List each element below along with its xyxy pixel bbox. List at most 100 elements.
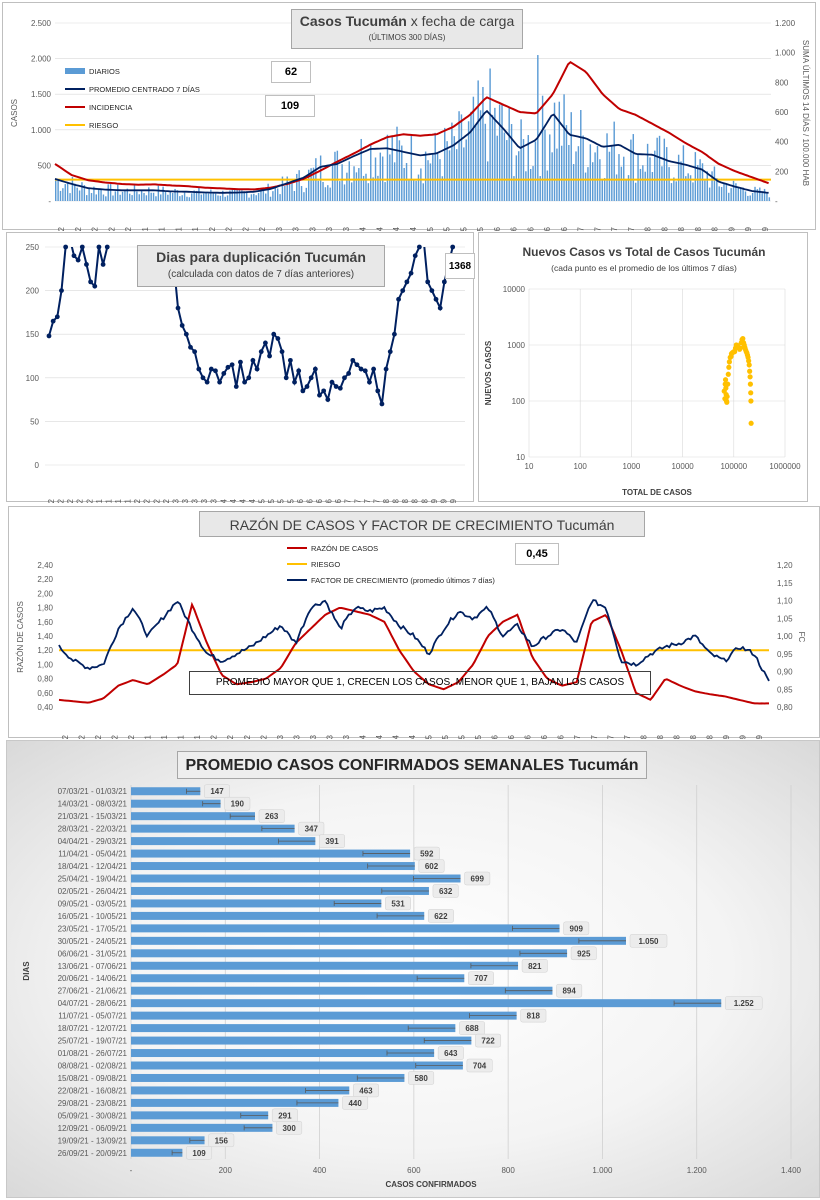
semanal-category-label: 27/06/21 - 21/06/21 [58,987,128,996]
semanal-category-label: 16/05/21 - 10/05/21 [58,912,128,921]
casos-bar-diarios [620,166,623,201]
semanal-title-box: PROMEDIO CASOS CONFIRMADOS SEMANALES Tuc… [177,751,647,779]
razon-y-left-tick: 2,00 [37,589,53,598]
semanal-value-label-box [224,796,251,811]
semanal-bar [131,1011,517,1020]
casos-bar-diarios [541,95,544,201]
duplicacion-y-tick: 250 [26,243,40,252]
casos-bar-diarios [735,183,737,201]
casos-bar-diarios [408,179,410,201]
semanal-category-label: 09/05/21 - 03/05/21 [58,899,128,908]
casos-bar-diarios [257,192,260,201]
casos-bar-diarios [498,104,501,201]
casos-bar-diarios [296,173,298,201]
casos-bar-diarios [415,180,417,201]
razon-x-tick: 13/4 [375,734,384,739]
casos-bar-diarios [685,176,687,201]
casos-bar-diarios [634,182,637,201]
semanal-value-label: 704 [473,1062,487,1071]
razon-x-tick: 30/3 [342,734,351,739]
casos-bar-diarios [739,188,742,201]
casos-bar-diarios [611,145,613,201]
casos-bar-diarios [265,193,267,201]
semanal-category-label: 11/04/21 - 05/04/21 [58,850,127,859]
casos-bar-diarios [193,190,195,201]
casos-bar-diarios [592,162,594,201]
semanal-category-label: 25/04/21 - 19/04/21 [58,875,128,884]
nuevos-y-tick: 100 [512,397,526,406]
casos-x-tick: 15/6 [526,226,535,231]
casos-bar-diarios [673,177,675,201]
casos-bar-diarios [248,197,250,201]
casos-bar-diarios [410,134,413,201]
duplicacion-x-tick: 19/1 [114,498,123,503]
semanal-bar [131,999,722,1008]
casos-bar-diarios [145,195,148,201]
casos-chart-panel: - 500 1.000 1.500 2.000 2.500 - 200 400 600 800 1.0… [2,2,816,231]
duplicacion-point [196,366,202,372]
duplicacion-point [346,371,352,376]
razon-x-tick: 20/7 [606,734,615,739]
casos-bar-diarios [529,168,532,201]
casos-bar-diarios [269,196,272,201]
duplicacion-point [104,244,110,250]
casos-bar-diarios [630,139,632,201]
nuevos-x-tick: 1000 [623,462,641,471]
casos-x-tick: 13/7 [593,226,602,231]
nuevos-point [723,385,729,391]
duplicacion-point [229,362,235,368]
casos-bar-diarios [413,179,415,201]
casos-x-tick: 25/5 [476,226,485,231]
duplicacion-y-tick: 200 [26,287,40,296]
semanal-bar [131,824,295,833]
casos-bar-diarios [706,171,708,201]
semanal-bar [131,911,425,920]
duplicacion-point [204,379,210,385]
razon-legend-label: RIESGO [311,560,340,569]
casos-bar-diarios [759,187,761,201]
casos-bar-diarios [191,193,193,201]
casos-bar-diarios [169,190,171,201]
casos-bar-diarios [496,135,498,201]
duplicacion-point [59,288,64,293]
casos-bar-diarios [348,161,350,201]
casos-bar-diarios [339,181,341,201]
casos-bar-diarios [78,190,81,201]
razon-x-tick: 2/2 [210,734,219,739]
razon-x-tick: 2/3 [276,734,285,739]
casos-y-left-tick: - [48,197,51,206]
casos-bar-diarios [57,179,59,201]
nuevos-casos-chart: 10 100 1000 10000 100000 1000000 10 100 1000 1000… [484,285,801,497]
semanal-category-label: 26/09/21 - 20/09/21 [58,1149,128,1158]
nuevos-point [746,362,752,368]
casos-bar-diarios [245,192,248,201]
semanal-category-label: 02/05/21 - 26/04/21 [58,887,128,896]
casos-bar-diarios [150,192,152,201]
casos-value-box-1: 62 [271,61,311,83]
casos-bar-diarios [124,190,126,201]
casos-bar-diarios [637,154,639,201]
casos-chart-title-box: Casos Tucumán x fecha de carga (ÚLTIMOS … [291,9,523,49]
casos-bar-diarios [377,175,379,201]
casos-value-box-2: 109 [265,95,315,117]
casos-bar-diarios [148,187,150,201]
nuevos-point [724,399,730,405]
casos-bar-diarios [317,180,319,201]
casos-bar-diarios [463,147,465,201]
casos-bar-diarios [341,164,343,201]
casos-bar-diarios [143,193,145,201]
casos-bar-diarios [482,86,484,201]
casos-bar-diarios [217,195,219,201]
casos-x-tick: 30/3 [342,226,351,231]
casos-bar-diarios [121,191,124,201]
casos-bar-diarios [286,176,288,201]
razon-x-tick: 27/7 [623,734,632,739]
semanal-value-label-box [208,1133,235,1148]
casos-x-tick: 20/4 [392,226,401,231]
nuevos-point [722,377,729,383]
duplicacion-point [371,366,377,372]
casos-bar-diarios [312,167,315,201]
razon-x-tick: 9/2 [226,734,235,739]
casos-bar-diarios [525,171,527,201]
casos-bar-diarios [587,167,589,201]
